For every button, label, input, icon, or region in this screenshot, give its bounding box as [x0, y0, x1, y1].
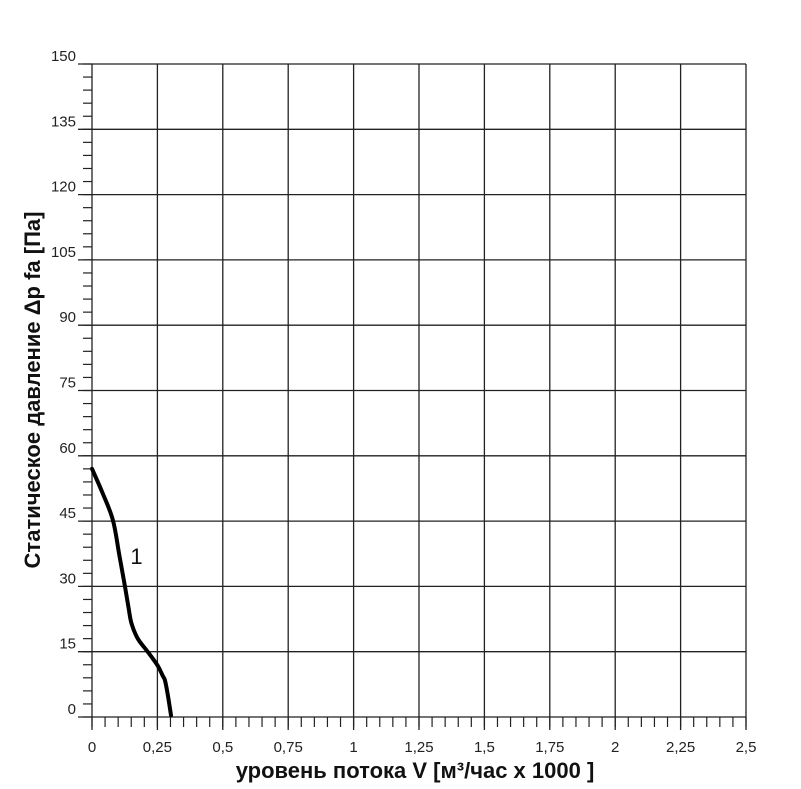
- ticks: [83, 63, 747, 727]
- x-tick-label: 1,25: [404, 739, 433, 756]
- x-tick-label: 0,75: [274, 739, 303, 756]
- x-tick-label: 2: [611, 739, 619, 756]
- x-axis-title: уровень потока V [м³/час x 1000 ]: [236, 758, 595, 783]
- y-tick-label: 15: [59, 636, 76, 653]
- y-tick-label: 75: [59, 375, 76, 392]
- y-tick-label: 30: [59, 570, 76, 587]
- series-line-1: [90, 466, 174, 718]
- y-tick-label: 90: [59, 309, 76, 326]
- x-tick-label: 0,25: [143, 739, 172, 756]
- y-tick-label: 45: [59, 505, 76, 522]
- y-axis-title: Статическое давление Δp fa [Па]: [20, 212, 45, 569]
- curve-label-1: 1: [130, 544, 142, 569]
- x-tick-label: 0: [88, 739, 96, 756]
- x-tick-label: 0,5: [212, 739, 233, 756]
- x-tick-label: 1,5: [474, 739, 495, 756]
- x-tick-label: 2,25: [666, 739, 695, 756]
- x-tick-label: 2,5: [736, 739, 757, 756]
- y-tick-label: 105: [51, 244, 76, 261]
- y-tick-label: 150: [51, 48, 76, 65]
- tick-labels: 0 0,25 0,5 0,75 1 1,25 1,5 1,75 2 2,25 2,5 0 15 30 45 6…: [51, 48, 756, 756]
- grid: [78, 63, 747, 730]
- y-tick-label: 0: [68, 701, 76, 718]
- y-tick-label: 135: [51, 113, 76, 130]
- y-tick-label: 60: [59, 440, 76, 457]
- y-tick-label: 120: [51, 179, 76, 196]
- x-tick-label: 1: [349, 739, 357, 756]
- x-tick-label: 1,75: [535, 739, 564, 756]
